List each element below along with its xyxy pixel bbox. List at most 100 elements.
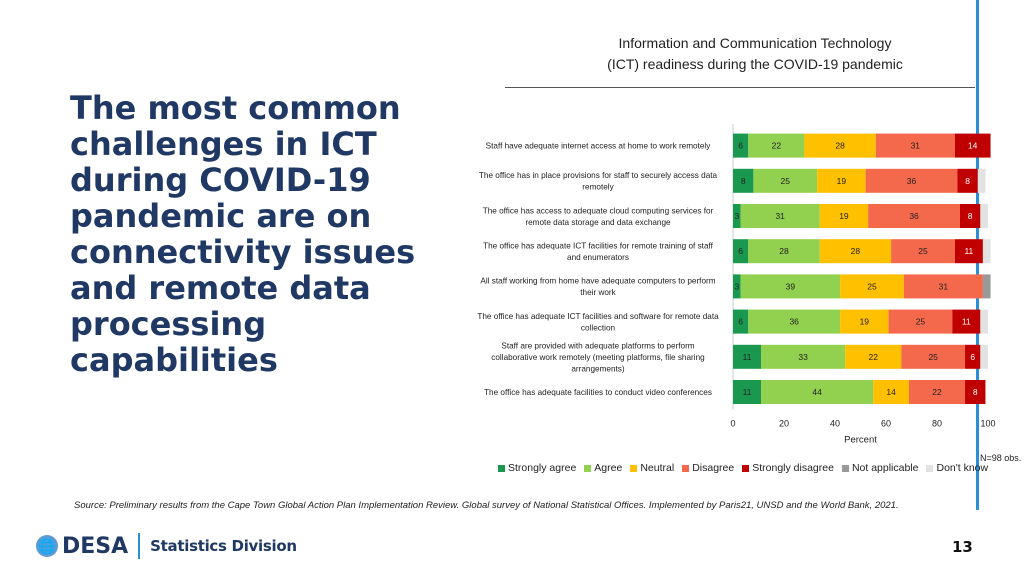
bar-segment bbox=[980, 309, 988, 334]
bar-segment bbox=[903, 274, 983, 299]
data-label: 19 bbox=[860, 317, 870, 327]
legend-item: Don't know bbox=[926, 462, 988, 474]
bar-segment bbox=[980, 204, 988, 228]
legend-swatch bbox=[926, 464, 934, 472]
bar-segment bbox=[740, 274, 841, 299]
bar-segment bbox=[868, 204, 960, 228]
data-label: 8 bbox=[741, 176, 746, 186]
category-label: remote data storage and data exchange bbox=[525, 218, 671, 227]
bar-segment bbox=[733, 168, 754, 193]
legend-item: Neutral bbox=[630, 462, 674, 474]
division-name: Statistics Division bbox=[150, 537, 297, 555]
bar-segment bbox=[965, 344, 981, 369]
data-label: 39 bbox=[786, 281, 796, 291]
footer-divider bbox=[138, 533, 141, 559]
bar-segment bbox=[804, 133, 876, 158]
chart-legend: Strongly agree Agree Neutral Disagree Strong… bbox=[498, 462, 988, 474]
bar-segment bbox=[733, 380, 762, 404]
legend-swatch bbox=[498, 464, 505, 472]
bar-segment bbox=[733, 274, 741, 299]
category-label: The office has in place provisions for s… bbox=[479, 171, 718, 180]
data-label: 31 bbox=[775, 211, 785, 221]
data-label: 36 bbox=[907, 176, 917, 186]
bar-segment bbox=[982, 239, 991, 264]
bar-segment bbox=[954, 133, 991, 158]
x-tick-label: 80 bbox=[932, 419, 942, 429]
bar-segment bbox=[957, 168, 978, 193]
legend-label: Disagree bbox=[692, 462, 735, 474]
x-axis-title: Percent bbox=[844, 435, 877, 446]
legend-item: Not applicable bbox=[841, 462, 918, 474]
x-tick-label: 60 bbox=[881, 419, 891, 429]
data-label: 28 bbox=[779, 246, 789, 256]
legend-item: Strongly disagree bbox=[742, 462, 834, 474]
data-label: 8 bbox=[965, 176, 970, 186]
data-label: 6 bbox=[970, 352, 975, 362]
data-label: 22 bbox=[869, 352, 879, 362]
category-label: remotely bbox=[582, 183, 614, 192]
data-label: 14 bbox=[886, 387, 896, 397]
legend-item: Disagree bbox=[682, 462, 734, 474]
category-label: The office has access to adequate cloud … bbox=[483, 206, 714, 215]
data-label: 31 bbox=[939, 281, 949, 291]
bar-segment bbox=[840, 309, 889, 334]
bar-segment bbox=[980, 344, 988, 369]
bar-segment bbox=[982, 274, 991, 299]
data-label: 19 bbox=[839, 211, 849, 221]
data-label: 11 bbox=[743, 352, 752, 362]
category-label: collaborative work remotely (meeting pla… bbox=[491, 353, 705, 362]
bar-segment bbox=[875, 133, 955, 158]
chart-title-line2: (ICT) readiness during the COVID-19 pand… bbox=[607, 56, 903, 72]
data-label: 28 bbox=[851, 246, 861, 256]
data-label: 11 bbox=[964, 246, 973, 256]
category-label: The office has adequate facilities to co… bbox=[484, 388, 712, 397]
data-label: 36 bbox=[789, 317, 799, 327]
data-label: 25 bbox=[781, 176, 791, 186]
category-label: and enumerators bbox=[567, 253, 629, 262]
legend-item: Strongly agree bbox=[498, 462, 576, 474]
data-label: 22 bbox=[772, 141, 782, 151]
title-divider bbox=[505, 87, 975, 88]
bar-segment bbox=[733, 239, 749, 264]
data-label: 22 bbox=[932, 387, 942, 397]
data-label: 31 bbox=[911, 141, 921, 151]
legend-swatch bbox=[682, 464, 690, 472]
data-label: 14 bbox=[968, 141, 978, 151]
category-label: All staff working from home have adequat… bbox=[480, 277, 715, 286]
bar-segment bbox=[748, 133, 805, 158]
bar-segment bbox=[888, 309, 953, 334]
bar-segment bbox=[733, 133, 749, 158]
data-label: 8 bbox=[968, 211, 973, 221]
legend-label: Strongly disagree bbox=[752, 462, 834, 474]
data-label: 25 bbox=[867, 281, 877, 291]
data-label: 6 bbox=[738, 317, 743, 327]
category-label: Staff have adequate internet access at h… bbox=[486, 142, 712, 151]
category-label: The office has adequate ICT facilities a… bbox=[477, 312, 719, 321]
page-number: 13 bbox=[952, 538, 973, 556]
bar-segment bbox=[753, 168, 818, 193]
bar-segment bbox=[740, 204, 820, 228]
chart-title-line1: Information and Communication Technology bbox=[618, 35, 892, 51]
bar-segment bbox=[901, 344, 966, 369]
bar-segment bbox=[959, 204, 981, 228]
data-label: 28 bbox=[835, 141, 845, 151]
bar-segment bbox=[977, 168, 986, 193]
data-label: 6 bbox=[738, 141, 743, 151]
category-label: Staff are provided with adequate platfor… bbox=[501, 341, 694, 350]
legend-label: Strongly agree bbox=[508, 462, 577, 474]
category-label: arrangements) bbox=[571, 364, 625, 373]
x-tick-label: 0 bbox=[730, 419, 735, 429]
bar-segment bbox=[954, 239, 983, 264]
x-tick-label: 100 bbox=[980, 419, 995, 429]
legend-swatch bbox=[841, 464, 849, 472]
legend-swatch bbox=[584, 464, 592, 472]
data-label: 11 bbox=[962, 317, 971, 327]
x-tick-label: 20 bbox=[779, 419, 789, 429]
data-label: 3 bbox=[734, 211, 739, 221]
data-label: 8 bbox=[973, 387, 978, 397]
data-label: 25 bbox=[916, 317, 926, 327]
bar-segment bbox=[761, 380, 874, 404]
data-label: 19 bbox=[837, 176, 847, 186]
bar-segment bbox=[819, 204, 869, 228]
